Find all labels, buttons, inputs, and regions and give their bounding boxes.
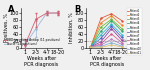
Text: Cutoff: Cutoff [123, 39, 131, 43]
Text: B: B [74, 5, 80, 14]
Text: A: A [8, 5, 15, 14]
Y-axis label: Positives, %: Positives, % [3, 13, 8, 42]
X-axis label: Weeks after
PCR diagnosis: Weeks after PCR diagnosis [24, 56, 58, 66]
Y-axis label: Inhibition, %: Inhibition, % [69, 12, 74, 43]
Legend: Patient1, Patient2, Patient3, Patient4, Patient5, Patient6, Patient7, Patient8, : Patient1, Patient2, Patient3, Patient4, … [127, 8, 142, 55]
Legend: RBD-targeting Antibp (11 positives), Nucle (14 positives): RBD-targeting Antibp (11 positives), Nuc… [4, 38, 60, 46]
X-axis label: Weeks after
PCR diagnosis: Weeks after PCR diagnosis [90, 56, 124, 66]
